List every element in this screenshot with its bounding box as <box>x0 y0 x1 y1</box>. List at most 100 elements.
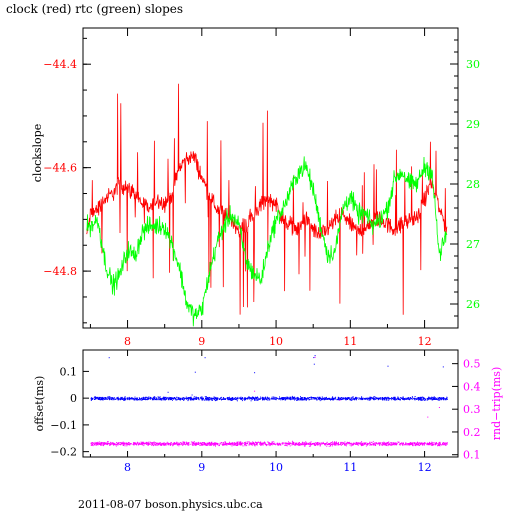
blue-point <box>190 397 192 399</box>
blue-point <box>261 398 263 400</box>
magenta-point <box>358 443 360 445</box>
magenta-point <box>311 443 313 445</box>
blue-point <box>362 398 364 400</box>
blue-point <box>245 398 247 399</box>
magenta-point <box>281 443 283 445</box>
blue-point <box>159 398 161 400</box>
magenta-point <box>344 444 346 446</box>
magenta-point <box>371 444 373 446</box>
blue-point <box>247 397 249 399</box>
blue-point <box>328 398 330 400</box>
blue-point <box>426 399 428 401</box>
magenta-point <box>267 441 269 443</box>
blue-point <box>99 397 101 399</box>
blue-point <box>355 396 357 398</box>
magenta-point <box>216 442 218 444</box>
magenta-point <box>146 441 148 443</box>
magenta-point <box>277 443 279 445</box>
magenta-point <box>310 442 311 444</box>
magenta-point <box>185 444 187 446</box>
magenta-point <box>408 443 410 445</box>
blue-point <box>143 398 144 400</box>
blue-point <box>109 396 111 398</box>
magenta-point <box>262 442 264 444</box>
blue-point <box>411 396 413 398</box>
bottom-left-y-tick-label: −0.1 <box>50 419 77 432</box>
magenta-point <box>260 442 262 444</box>
blue-point <box>251 398 253 400</box>
blue-point <box>368 397 370 399</box>
magenta-point <box>147 444 149 446</box>
magenta-point <box>124 443 125 445</box>
magenta-point <box>339 399 341 401</box>
magenta-point <box>429 442 431 444</box>
blue-point <box>283 397 285 399</box>
magenta-point <box>166 444 168 446</box>
blue-point <box>389 398 391 400</box>
blue-point <box>271 397 273 399</box>
blue-point <box>263 397 265 399</box>
magenta-point <box>97 443 99 445</box>
magenta-point <box>210 443 212 445</box>
blue-point <box>404 398 406 400</box>
magenta-point <box>201 444 203 446</box>
blue-point <box>173 397 175 399</box>
magenta-point <box>382 443 384 445</box>
blue-point <box>200 397 202 399</box>
magenta-point <box>200 444 202 446</box>
magenta-point <box>255 441 257 443</box>
magenta-point <box>418 444 420 445</box>
magenta-point <box>212 442 214 444</box>
blue-point <box>229 398 231 400</box>
blue-point <box>253 397 254 398</box>
magenta-point <box>233 442 235 444</box>
magenta-point <box>361 443 363 445</box>
magenta-point <box>95 444 97 446</box>
magenta-point <box>170 444 172 446</box>
magenta-point <box>439 445 441 447</box>
blue-point <box>358 397 360 399</box>
magenta-point <box>95 442 97 444</box>
blue-point <box>133 398 135 400</box>
blue-point <box>127 397 129 399</box>
magenta-point <box>154 442 156 444</box>
blue-point <box>244 399 246 401</box>
blue-point <box>148 397 150 399</box>
blue-point <box>283 397 285 398</box>
blue-point <box>112 398 114 400</box>
blue-point <box>195 398 197 400</box>
blue-point <box>163 397 164 399</box>
blue-point <box>392 398 394 400</box>
blue-point <box>303 398 305 400</box>
top-x-tick-label: 8 <box>124 335 131 348</box>
blue-point <box>178 397 180 399</box>
magenta-point <box>332 441 333 443</box>
blue-point <box>121 398 123 400</box>
magenta-point <box>217 443 219 444</box>
blue-point <box>154 397 156 399</box>
blue-point <box>313 397 315 399</box>
magenta-point <box>249 442 251 444</box>
blue-point <box>128 398 130 400</box>
blue-point <box>330 399 331 401</box>
magenta-point <box>390 442 392 444</box>
top-right-y-tick-label: 27 <box>466 238 480 251</box>
blue-point <box>205 398 207 400</box>
blue-point <box>164 397 166 399</box>
magenta-point <box>323 443 324 444</box>
magenta-point <box>154 444 156 446</box>
magenta-point <box>170 442 172 443</box>
blue-point <box>406 398 408 400</box>
magenta-point <box>251 442 253 444</box>
magenta-point <box>215 445 216 447</box>
magenta-point <box>158 442 160 444</box>
magenta-point <box>369 443 371 445</box>
blue-point <box>394 397 396 399</box>
magenta-point <box>305 441 307 443</box>
magenta-point <box>251 444 253 446</box>
blue-point <box>220 398 222 400</box>
magenta-point <box>301 443 303 444</box>
magenta-point <box>210 443 212 445</box>
magenta-point <box>156 443 158 444</box>
blue-point <box>176 396 178 398</box>
